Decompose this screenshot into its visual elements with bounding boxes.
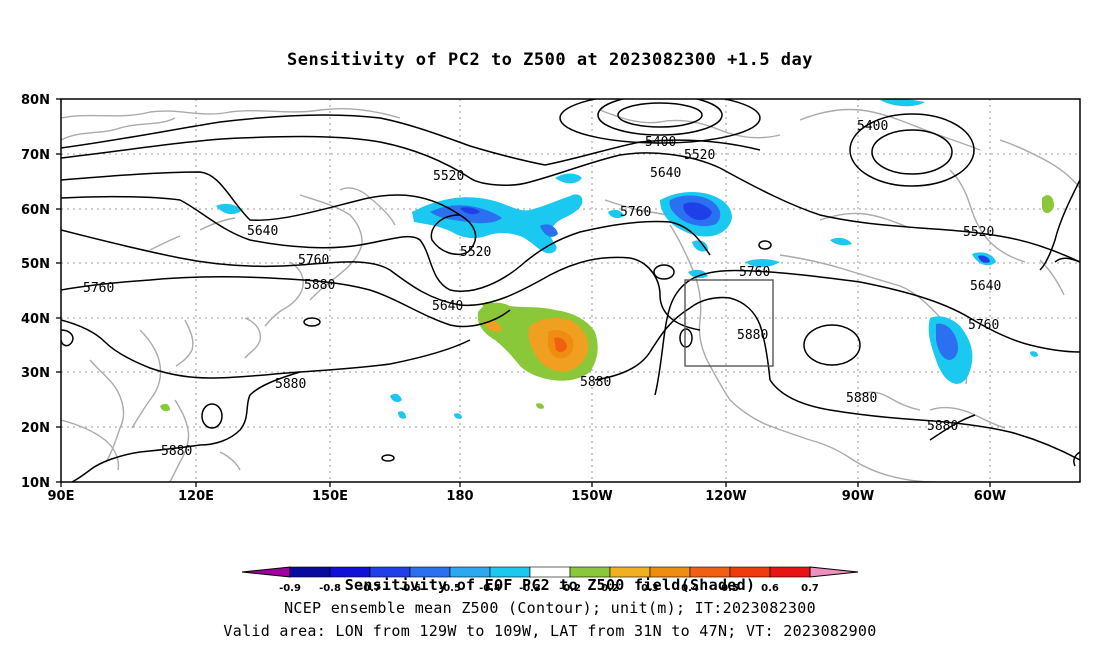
x-tick-label: 120E xyxy=(178,489,214,504)
y-tick-label: 30N xyxy=(21,366,50,381)
contour-label: 5880 xyxy=(161,444,192,459)
contour-label: 5880 xyxy=(580,375,611,390)
colorbar-level-label: -0.7 xyxy=(359,583,381,594)
contour-label: 5520 xyxy=(460,245,491,260)
contour-label: 5760 xyxy=(739,265,770,280)
footer-shading-description: Sensitivity of EOF PC2 to Z500 field(Sha… xyxy=(344,576,756,594)
contour-label: 5520 xyxy=(684,148,715,163)
colorbar-level-label: -0.3 xyxy=(519,583,541,594)
x-tick-label: 150W xyxy=(571,489,612,504)
colorbar-level-label: 0.3 xyxy=(641,583,659,594)
contour-label: 5640 xyxy=(432,299,463,314)
y-tick-label: 50N xyxy=(21,257,50,272)
contour-label: 5880 xyxy=(275,377,306,392)
colorbar: -0.9 -0.8 -0.7 -0.6 -0.5 -0.4 -0.3 -0.2 0.2 0.3 0.… xyxy=(241,566,859,594)
x-tick-label: 60W xyxy=(974,489,1006,504)
valid-area-box xyxy=(684,279,774,367)
sensitivity-shading xyxy=(160,99,1054,419)
contour-label: 5520 xyxy=(433,169,464,184)
x-tick-label: 180 xyxy=(446,489,473,504)
contour-label: 5880 xyxy=(846,391,877,406)
contour-label: 5760 xyxy=(83,281,114,296)
contour-label: 5400 xyxy=(645,135,676,150)
colorbar-level-label: 0.2 xyxy=(601,583,619,594)
y-tick-label: 40N xyxy=(21,312,50,327)
y-tick-label: 70N xyxy=(21,148,50,163)
colorbar-level-label: -0.9 xyxy=(279,583,301,594)
contour-label: 5880 xyxy=(927,419,958,434)
contour-label: 5640 xyxy=(970,279,1001,294)
contour-label: 5520 xyxy=(963,225,994,240)
contour-label: 5760 xyxy=(620,205,651,220)
contour-label: 5400 xyxy=(857,119,888,134)
colorbar-level-label: -0.8 xyxy=(319,583,341,594)
map-title: Sensitivity of PC2 to Z500 at 2023082300… xyxy=(286,50,813,70)
colorbar-level-label: 0.6 xyxy=(761,583,779,594)
y-axis-labels: 80N 70N 60N 50N 40N 30N 20N 10N xyxy=(21,93,50,491)
footer-valid-area: Valid area: LON from 129W to 109W, LAT f… xyxy=(223,622,877,640)
contour-label: 5880 xyxy=(304,278,335,293)
colorbar-level-label: -0.2 xyxy=(559,583,581,594)
footer-contour-description: NCEP ensemble mean Z500 (Contour); unit(… xyxy=(284,599,816,617)
x-axis-labels: 90E 120E 150E 180 150W 120W 90W 60W xyxy=(48,489,1007,504)
contour-label: 5760 xyxy=(298,253,329,268)
x-tick-label: 90E xyxy=(48,489,75,504)
contour-label: 5760 xyxy=(968,318,999,333)
contour-label: 5640 xyxy=(650,166,681,181)
contour-label: 5880 xyxy=(737,328,768,343)
y-tick-label: 10N xyxy=(21,476,50,491)
contour-label: 5640 xyxy=(247,224,278,239)
colorbar-max-arrow xyxy=(809,566,859,578)
z500-contours xyxy=(61,99,1080,482)
x-tick-label: 150E xyxy=(312,489,348,504)
contour-labels: 5400 5400 5520 5520 5520 5520 5640 5640 … xyxy=(83,119,1001,459)
x-tick-label: 120W xyxy=(705,489,746,504)
y-tick-label: 20N xyxy=(21,421,50,436)
colorbar-level-label: -0.5 xyxy=(439,583,461,594)
colorbar-level-label: -0.4 xyxy=(479,583,501,594)
y-tick-label: 80N xyxy=(21,93,50,108)
x-tick-label: 90W xyxy=(842,489,874,504)
colorbar-level-label: 0.7 xyxy=(801,583,819,594)
colorbar-level-label: 0.5 xyxy=(721,583,739,594)
plot-frame xyxy=(60,98,1081,483)
colorbar-level-label: 0.4 xyxy=(681,583,699,594)
colorbar-level-label: -0.6 xyxy=(399,583,421,594)
y-tick-label: 60N xyxy=(21,203,50,218)
